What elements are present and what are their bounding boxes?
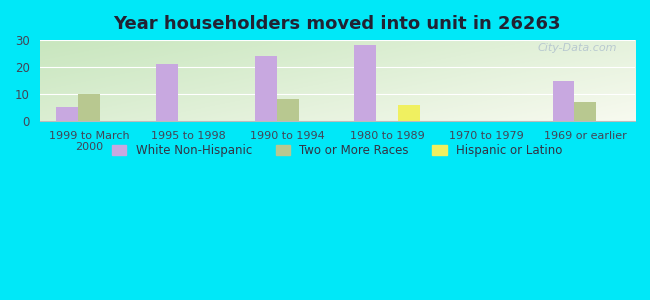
Bar: [354, 46, 376, 121]
Bar: [255, 56, 277, 121]
Bar: [398, 105, 420, 121]
Bar: [575, 102, 596, 121]
Bar: [552, 80, 575, 121]
Title: Year householders moved into unit in 26263: Year householders moved into unit in 262…: [114, 15, 561, 33]
Bar: [57, 107, 78, 121]
Bar: [277, 99, 298, 121]
Legend: White Non-Hispanic, Two or More Races, Hispanic or Latino: White Non-Hispanic, Two or More Races, H…: [107, 140, 567, 162]
Text: City-Data.com: City-Data.com: [538, 43, 617, 53]
Bar: [78, 94, 100, 121]
Bar: [156, 64, 177, 121]
